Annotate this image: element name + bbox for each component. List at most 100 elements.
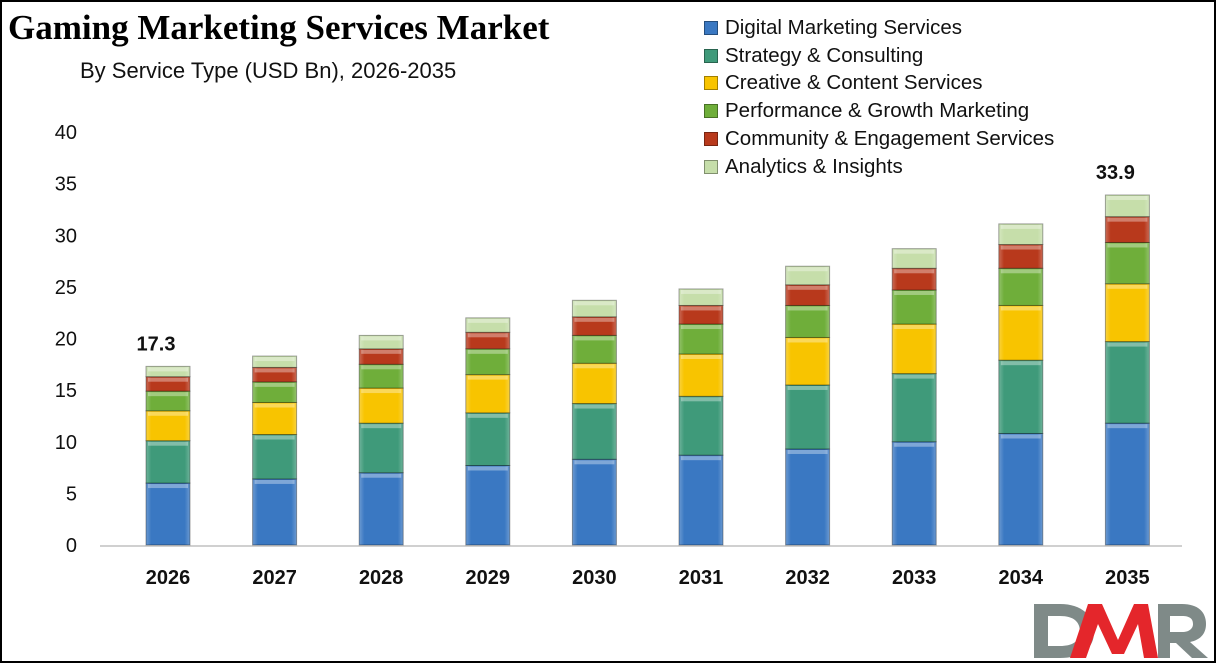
bar-segment-highlight <box>894 249 935 254</box>
bar-segment <box>1104 194 1150 218</box>
bar-segment-highlight <box>787 285 828 290</box>
bar-segment <box>891 441 937 546</box>
legend-swatch <box>704 104 718 119</box>
bar-segment-highlight <box>361 389 402 394</box>
bar-segment <box>145 440 191 484</box>
bar-segment-highlight <box>894 325 935 330</box>
bar-segment-highlight <box>1107 342 1148 347</box>
bar-segment-highlight <box>254 382 295 387</box>
bar-segment <box>785 448 831 546</box>
bar-segment <box>998 304 1044 361</box>
bar-segment-highlight <box>574 336 615 341</box>
x-tick-label: 2028 <box>359 567 404 589</box>
bar-segment-highlight <box>148 441 188 446</box>
legend-label: Community & Engagement Services <box>725 127 1055 151</box>
bar-segment-highlight <box>574 317 615 322</box>
y-tick-label: 35 <box>55 174 77 196</box>
bar-segment-highlight <box>787 306 828 311</box>
bar-stack <box>785 265 831 546</box>
logo-letter-m <box>1070 604 1158 658</box>
total-value-label: 33.9 <box>1096 162 1135 184</box>
legend-item: Analytics & Insights <box>704 153 1054 181</box>
bar-segment <box>571 316 617 336</box>
bar-segment <box>785 384 831 450</box>
bar-segment <box>145 482 191 546</box>
y-tick-label: 30 <box>55 225 77 247</box>
chart-legend: Digital Marketing Services Strategy & Con… <box>704 14 1054 181</box>
y-tick-label: 10 <box>55 432 77 454</box>
bar-segment-highlight <box>787 385 828 390</box>
bar-segment-highlight <box>1000 224 1041 229</box>
bar-segment <box>891 248 937 269</box>
bar-segment <box>891 373 937 443</box>
bar-segment-highlight <box>1107 195 1148 200</box>
y-tick-label: 25 <box>55 277 77 299</box>
legend-item: Community & Engagement Services <box>704 125 1054 153</box>
bar-segment-highlight <box>894 290 935 295</box>
bar-stack <box>145 365 191 546</box>
bar-segment <box>465 412 511 466</box>
bar-segment <box>785 265 831 286</box>
bar-segment-highlight <box>467 318 508 323</box>
x-tick-label: 2033 <box>892 567 937 589</box>
bar-segment-highlight <box>1000 245 1041 250</box>
bar-segment-highlight <box>361 473 402 478</box>
legend-swatch <box>704 20 718 35</box>
bar-segment-highlight <box>894 442 935 447</box>
bar-segment-highlight <box>681 397 721 402</box>
bar-segment <box>678 288 724 306</box>
bar-segment <box>252 434 298 480</box>
bar-segment <box>678 353 724 397</box>
legend-item: Creative & Content Services <box>704 70 1054 98</box>
bar-segment-highlight <box>148 367 188 372</box>
bar-segment-highlight <box>787 267 828 272</box>
logo-letter-r <box>1158 604 1208 658</box>
legend-label: Performance & Growth Marketing <box>725 99 1030 123</box>
legend-swatch <box>704 48 718 63</box>
bar-segment <box>998 267 1044 306</box>
y-tick-label: 0 <box>66 535 77 557</box>
x-tick-label: 2034 <box>999 567 1044 589</box>
bar-segment-highlight <box>1107 217 1148 222</box>
bar-segment-highlight <box>361 365 402 370</box>
total-value-label: 17.3 <box>137 333 176 355</box>
bar-segment <box>358 348 404 365</box>
bar-segment <box>891 289 937 325</box>
bar-segment <box>252 402 298 436</box>
bar-segment <box>785 336 831 386</box>
bar-segment <box>358 387 404 424</box>
bar-stack <box>252 355 298 546</box>
bar-segment <box>1104 241 1150 285</box>
bar-segment <box>145 365 191 378</box>
bar-segment-highlight <box>148 411 188 416</box>
y-tick-label: 20 <box>55 329 77 351</box>
bar-segment <box>465 317 511 333</box>
y-axis: 0 5 10 15 20 25 30 35 40 <box>55 122 77 557</box>
bar-segment-highlight <box>681 325 721 330</box>
bar-segment <box>678 323 724 355</box>
bar-stack <box>358 334 404 546</box>
bar-segment-highlight <box>1000 306 1041 311</box>
x-tick-label: 2032 <box>785 567 830 589</box>
x-tick-label: 2027 <box>252 567 297 589</box>
y-tick-label: 5 <box>66 483 77 505</box>
bar-segment-highlight <box>787 449 828 454</box>
bar-segment-highlight <box>1107 424 1148 429</box>
bar-segment <box>465 464 511 546</box>
bar-segment <box>145 410 191 442</box>
bar-segment <box>358 334 404 350</box>
bar-segment-highlight <box>681 456 721 461</box>
chart-subtitle: By Service Type (USD Bn), 2026-2035 <box>80 58 457 83</box>
bar-segment-highlight <box>681 354 721 359</box>
bar-segment-highlight <box>681 306 721 311</box>
legend-swatch <box>704 159 718 174</box>
bar-segment-highlight <box>467 413 508 418</box>
bar-segment-highlight <box>361 424 402 429</box>
bar-segment <box>571 362 617 405</box>
x-tick-label: 2031 <box>679 567 724 589</box>
legend-label: Creative & Content Services <box>725 71 983 95</box>
bar-segment <box>571 334 617 364</box>
bar-segment-highlight <box>894 374 935 379</box>
bar-segment-highlight <box>467 333 508 338</box>
bar-segment <box>358 422 404 474</box>
